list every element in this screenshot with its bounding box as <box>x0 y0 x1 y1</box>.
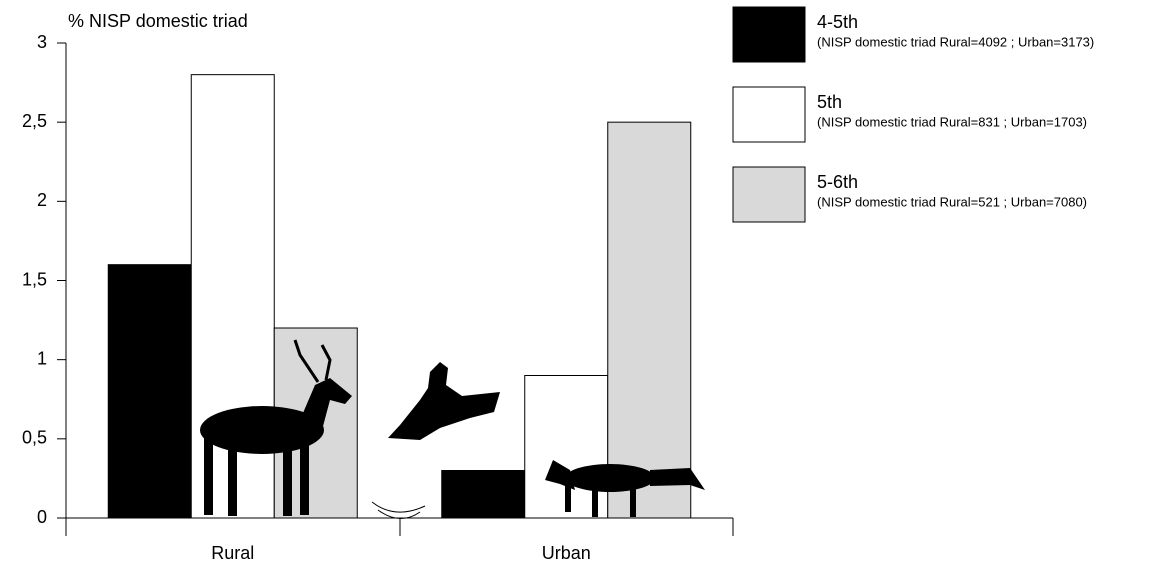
x-tick-label: Urban <box>542 543 591 563</box>
y-tick-label: 2,5 <box>22 111 47 131</box>
legend-swatch <box>732 166 806 223</box>
splash <box>371 501 426 519</box>
bar <box>107 264 192 519</box>
y-tick-label: 0 <box>37 507 47 527</box>
deer <box>200 339 352 516</box>
y-tick-label: 2 <box>37 190 47 210</box>
legend-label: 5-6th <box>817 172 858 192</box>
legend-note: (NISP domestic triad Rural=831 ; Urban=1… <box>817 114 1087 129</box>
legend-swatch <box>732 86 806 143</box>
bar <box>441 470 526 519</box>
legend-swatch <box>732 6 806 63</box>
legend-note: (NISP domestic triad Rural=521 ; Urban=7… <box>817 194 1087 209</box>
y-tick-label: 1 <box>37 348 47 368</box>
silhouettes <box>200 339 705 519</box>
y-tick-label: 3 <box>37 32 47 52</box>
y-tick-label: 0,5 <box>22 428 47 448</box>
fox <box>545 460 705 517</box>
y-tick-label: 1,5 <box>22 269 47 289</box>
bar <box>607 121 692 519</box>
y-axis-label: % NISP domestic triad <box>68 11 248 31</box>
legend-label: 4-5th <box>817 12 858 32</box>
duck <box>388 362 500 440</box>
x-tick-label: Rural <box>211 543 254 563</box>
legend-note: (NISP domestic triad Rural=4092 ; Urban=… <box>817 34 1094 49</box>
legend-label: 5th <box>817 92 842 112</box>
